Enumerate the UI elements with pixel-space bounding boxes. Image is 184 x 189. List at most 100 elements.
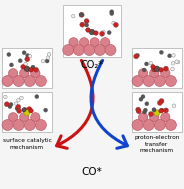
Circle shape [149,61,153,65]
Circle shape [8,105,12,108]
Circle shape [85,23,89,27]
Circle shape [29,68,33,72]
Circle shape [79,13,83,17]
Circle shape [175,60,178,64]
Circle shape [86,28,90,32]
Circle shape [8,113,18,122]
Circle shape [132,75,143,87]
Circle shape [17,98,20,102]
FancyArrowPatch shape [57,60,93,148]
Circle shape [20,113,29,122]
Circle shape [142,68,146,72]
Circle shape [22,51,26,55]
Circle shape [141,95,145,99]
Circle shape [69,38,78,47]
Circle shape [143,75,154,87]
Circle shape [89,29,95,35]
Circle shape [161,69,170,78]
Circle shape [41,59,45,63]
Circle shape [63,44,74,56]
Circle shape [139,97,143,101]
Circle shape [136,107,141,112]
FancyBboxPatch shape [132,48,182,88]
Text: CO₂*: CO₂* [81,60,103,70]
Circle shape [159,109,163,113]
Circle shape [3,95,7,99]
Circle shape [159,98,164,104]
Circle shape [84,44,95,56]
Circle shape [152,67,157,72]
FancyBboxPatch shape [2,48,52,88]
Circle shape [20,69,29,78]
Circle shape [100,38,110,47]
Circle shape [22,108,27,112]
Circle shape [107,31,111,35]
Text: proton-electron
transfer
mechanism: proton-electron transfer mechanism [134,135,180,153]
Circle shape [79,12,84,17]
FancyArrowPatch shape [91,60,127,148]
Circle shape [35,75,46,87]
Circle shape [22,108,26,112]
Circle shape [132,119,143,130]
Circle shape [134,54,139,59]
Circle shape [150,69,159,78]
FancyBboxPatch shape [132,92,182,132]
Circle shape [24,119,35,130]
Circle shape [90,38,99,47]
Circle shape [4,102,9,107]
Circle shape [13,119,24,130]
Circle shape [31,113,40,122]
Circle shape [176,60,180,64]
Circle shape [84,19,89,24]
Circle shape [161,113,170,122]
Circle shape [143,108,147,112]
Circle shape [151,65,155,69]
Circle shape [47,53,51,56]
Circle shape [46,56,50,59]
Circle shape [24,66,30,72]
Circle shape [165,75,176,87]
Circle shape [44,108,48,112]
Circle shape [159,68,163,72]
Circle shape [27,107,32,112]
Circle shape [112,21,115,25]
Circle shape [145,102,149,106]
Circle shape [45,59,49,63]
Text: CO*: CO* [82,167,102,177]
Circle shape [155,112,158,116]
Circle shape [7,53,11,57]
Circle shape [154,66,160,72]
Circle shape [29,109,33,113]
Circle shape [14,102,18,105]
Circle shape [33,67,38,72]
Circle shape [165,119,176,130]
Circle shape [110,10,114,14]
Circle shape [136,109,141,114]
Circle shape [2,75,13,87]
Circle shape [171,67,174,71]
Circle shape [79,38,89,47]
Circle shape [148,112,153,117]
Circle shape [17,108,22,113]
Circle shape [160,108,164,112]
Circle shape [164,108,169,113]
Circle shape [24,75,35,87]
Circle shape [31,69,40,78]
Circle shape [28,54,32,58]
Circle shape [150,113,159,122]
Circle shape [172,104,176,108]
Circle shape [16,104,21,109]
Circle shape [144,62,148,66]
Circle shape [138,69,148,78]
Circle shape [31,65,35,69]
Circle shape [159,50,163,54]
Circle shape [25,57,30,62]
Text: surface catalytic
mechanism: surface catalytic mechanism [3,138,52,150]
Circle shape [26,53,30,58]
Circle shape [110,12,114,15]
Circle shape [80,22,85,27]
Circle shape [24,62,27,66]
Circle shape [73,44,84,56]
Circle shape [135,53,139,57]
Circle shape [105,44,116,56]
